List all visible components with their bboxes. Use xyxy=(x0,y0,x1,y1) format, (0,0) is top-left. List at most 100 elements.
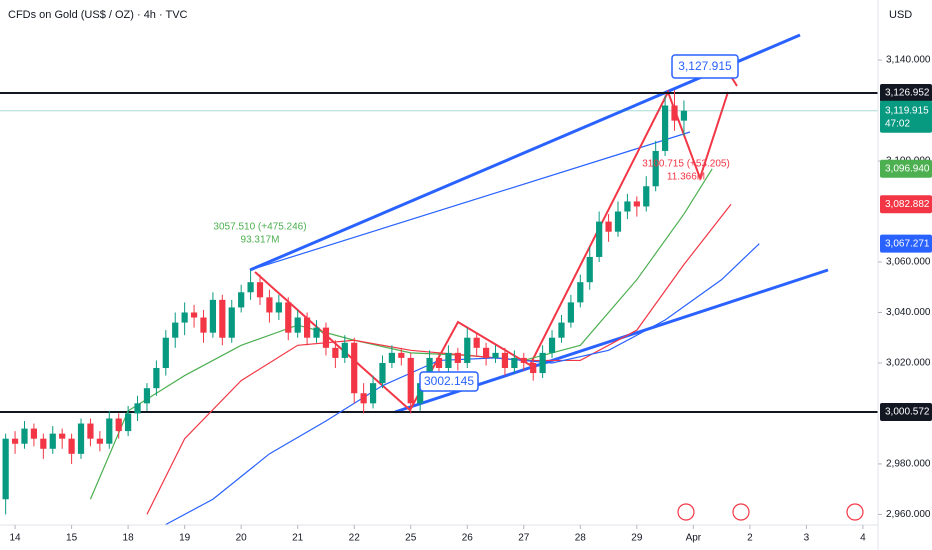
ma-label: 3,096.940 xyxy=(885,163,930,174)
candle-body xyxy=(417,383,424,404)
candle-body xyxy=(332,347,339,358)
candle-body xyxy=(21,428,28,444)
x-tick-label: 27 xyxy=(518,533,530,544)
candle-body xyxy=(501,352,509,369)
candle-body xyxy=(238,292,245,308)
candle-body xyxy=(548,337,556,353)
x-tick-label: 25 xyxy=(405,533,417,544)
zigzag-end xyxy=(731,77,738,87)
candle-body xyxy=(633,201,640,207)
y-tick-label: 3,020.000 xyxy=(886,358,931,369)
candle-body xyxy=(369,383,377,404)
candle-body xyxy=(445,352,452,369)
candle-body xyxy=(379,362,386,384)
candle-body xyxy=(125,413,132,432)
candle-body xyxy=(190,312,198,318)
candle-body xyxy=(680,110,688,121)
candle-body xyxy=(322,327,330,348)
candle-body xyxy=(77,423,85,454)
candle-body xyxy=(266,297,273,313)
candle-body xyxy=(209,299,217,333)
candle-body xyxy=(87,423,94,439)
candle-body xyxy=(586,256,593,283)
candle-body xyxy=(228,307,235,338)
event-icon[interactable] xyxy=(846,503,864,521)
ma-label-box xyxy=(880,159,932,178)
candle-body xyxy=(96,438,103,444)
x-tick-label: 18 xyxy=(123,533,135,544)
y-tick-label: 3,060.000 xyxy=(886,257,931,268)
candle-body xyxy=(40,438,47,449)
candle-body xyxy=(68,438,75,454)
candle-body xyxy=(511,357,518,369)
candle-body xyxy=(143,388,151,404)
x-tick-label: 2 xyxy=(747,533,753,544)
candle-body xyxy=(398,352,405,358)
candle-body xyxy=(285,302,292,333)
trend-line xyxy=(249,131,691,271)
last-price-label: 3,119.915 xyxy=(885,105,929,116)
annotation: 3,127.915 xyxy=(678,59,732,73)
level-label-box xyxy=(880,402,932,421)
candle-body xyxy=(256,282,264,298)
candle-body xyxy=(341,342,348,358)
candle-body xyxy=(492,352,499,358)
y-tick-label: 3,040.000 xyxy=(886,307,931,318)
candle-body xyxy=(153,368,160,389)
candle-body xyxy=(454,352,461,363)
candle-body xyxy=(473,337,480,348)
candle-body xyxy=(661,105,669,151)
candle-body xyxy=(577,282,584,303)
candle-body xyxy=(482,347,490,358)
x-tick-label: 26 xyxy=(462,533,474,544)
candle-body xyxy=(115,418,122,432)
x-tick-label: 4 xyxy=(860,533,866,544)
annotation: 3002.145 xyxy=(424,374,474,388)
candle-body xyxy=(134,403,141,414)
candle-body xyxy=(426,357,433,384)
x-tick-label: 15 xyxy=(66,533,78,544)
candle-body xyxy=(643,186,650,207)
candle-body xyxy=(11,438,19,444)
candle-body xyxy=(219,299,226,338)
ma-label: 3,082.882 xyxy=(885,199,930,210)
ma-label-box xyxy=(880,234,932,253)
candle-body xyxy=(539,352,546,374)
ma-label-box xyxy=(880,195,932,214)
candle-body xyxy=(360,393,367,404)
x-tick-label: 20 xyxy=(236,533,248,544)
candle-body xyxy=(605,221,612,232)
annotation: 3057.510 (+475.246) xyxy=(213,222,306,233)
annotation: 3100.715 (+53.205) xyxy=(642,159,730,170)
candle-body xyxy=(181,312,188,323)
candle-body xyxy=(671,105,678,121)
event-icon[interactable] xyxy=(732,503,750,521)
level-label: 3,126.952 xyxy=(885,88,930,99)
candle-body xyxy=(558,322,565,338)
zigzag xyxy=(254,89,729,412)
candle-body xyxy=(596,221,603,257)
candle-body xyxy=(624,201,631,212)
candle-body xyxy=(172,322,179,338)
event-icon[interactable] xyxy=(677,503,695,521)
y-tick-label: 2,960.000 xyxy=(886,509,931,520)
countdown: 47:02 xyxy=(885,118,910,129)
annotation: 93.317M xyxy=(241,235,280,246)
candle-body xyxy=(200,317,207,333)
candle-body xyxy=(2,438,9,500)
candle-body xyxy=(520,357,527,363)
level-label-box xyxy=(880,84,932,103)
candle-body xyxy=(407,357,414,404)
annotation: 11.366M xyxy=(667,172,705,183)
candle-body xyxy=(162,337,169,369)
y-tick-label: 3,140.000 xyxy=(886,55,931,66)
x-tick-label: 21 xyxy=(292,533,304,544)
candle-body xyxy=(351,342,358,394)
candle-body xyxy=(388,352,396,363)
candle-body xyxy=(530,362,537,374)
ma-label: 3,067.271 xyxy=(885,238,930,249)
x-tick-label: Apr xyxy=(686,533,702,544)
